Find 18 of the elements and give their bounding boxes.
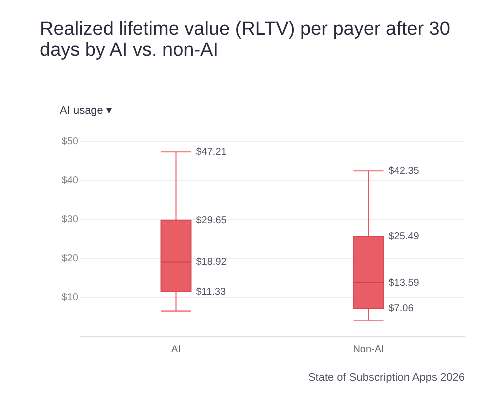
x-tick-label: Non-AI [353,344,384,356]
annotation: $47.21 [196,146,228,158]
y-tick-label: $40 [62,176,79,186]
y-tick-label: $20 [62,254,79,264]
annotation: $29.65 [196,215,228,226]
chart-title: Realized lifetime value (RLTV) per payer after 30 days by AI vs. non-AI [40,19,450,61]
y-tick-label: $10 [62,292,79,304]
y-tick-label: $50 [62,136,79,148]
annotation: $25.49 [388,232,420,243]
annotation: $7.06 [388,303,414,314]
annotation: $42.35 [388,166,420,177]
y-tick-label: $30 [62,214,79,226]
text: AI usage ▾ [60,105,112,117]
annotation: $18.92 [196,257,228,268]
annotation: $11.33 [196,286,227,298]
text: State of Subscription Apps 2026 [308,372,465,384]
annotation: $13.59 [388,278,420,289]
x-tick-label: AI [172,344,181,356]
